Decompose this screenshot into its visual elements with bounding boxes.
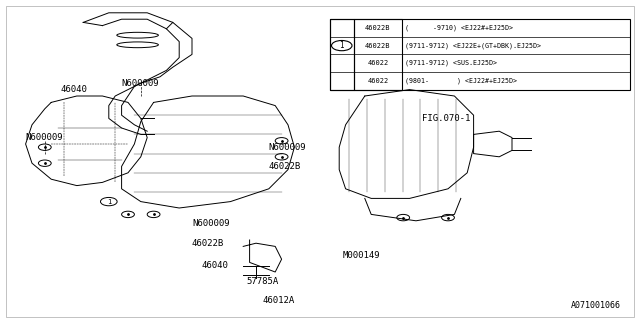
Text: 46040: 46040 [202, 261, 228, 270]
Text: 46022B: 46022B [365, 43, 390, 49]
Text: 57785A: 57785A [246, 277, 278, 286]
Text: N600009: N600009 [192, 220, 230, 228]
Text: 46022: 46022 [367, 78, 388, 84]
Text: 46040: 46040 [61, 85, 88, 94]
Text: (9711-9712) <SUS.EJ25D>: (9711-9712) <SUS.EJ25D> [405, 60, 497, 67]
Text: 46022B: 46022B [192, 239, 224, 248]
Text: A071001066: A071001066 [571, 301, 621, 310]
Text: (9801-       ) <EJ22#+EJ25D>: (9801- ) <EJ22#+EJ25D> [405, 77, 517, 84]
Text: (      -9710) <EJ22#+EJ25D>: ( -9710) <EJ22#+EJ25D> [405, 25, 513, 31]
Text: 1: 1 [339, 41, 344, 50]
Text: 46022B: 46022B [365, 25, 390, 31]
Text: FIG.070-1: FIG.070-1 [422, 114, 471, 123]
Text: 46022: 46022 [367, 60, 388, 66]
Text: 46012A: 46012A [262, 296, 294, 305]
Bar [330, 19, 354, 90]
Text: N600009: N600009 [269, 143, 307, 152]
Text: N600009: N600009 [26, 133, 63, 142]
Text: (9711-9712) <EJ22E+(GT+DBK).EJ25D>: (9711-9712) <EJ22E+(GT+DBK).EJ25D> [405, 42, 541, 49]
Bar [330, 19, 630, 90]
Bar [354, 19, 402, 90]
Text: N600009: N600009 [122, 79, 159, 88]
Text: M000149: M000149 [342, 252, 380, 260]
Text: 1: 1 [107, 199, 111, 204]
Text: 46022B: 46022B [269, 162, 301, 171]
